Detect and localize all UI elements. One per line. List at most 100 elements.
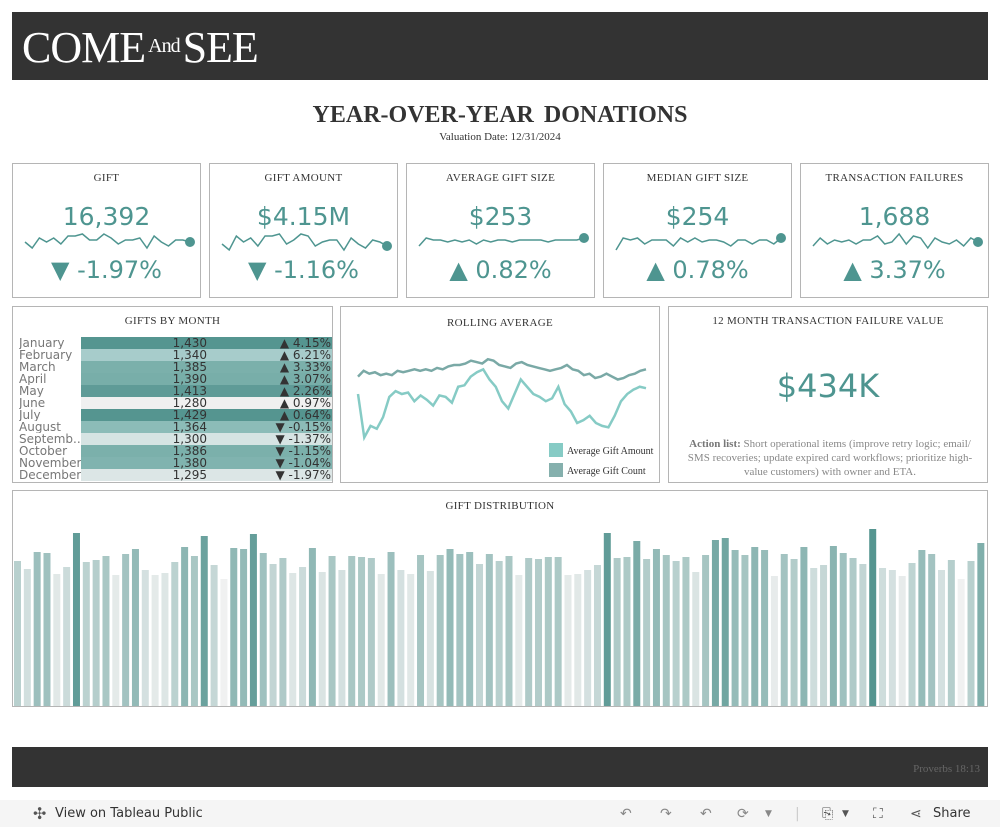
month-label: Septemb.. bbox=[19, 433, 81, 445]
kpi-change: ▲ 0.82% bbox=[449, 256, 552, 284]
distribution-bar bbox=[82, 562, 90, 706]
month-value: 1,295 bbox=[172, 468, 207, 482]
distribution-bar bbox=[908, 563, 916, 706]
refresh-icon[interactable]: ⟳ bbox=[737, 806, 749, 822]
month-label: June bbox=[19, 397, 46, 409]
distribution-bar bbox=[407, 574, 415, 706]
undo-icon[interactable]: ↶ bbox=[620, 806, 632, 822]
kpi-change: ▼ -1.16% bbox=[248, 256, 359, 284]
distribution-bar bbox=[269, 564, 277, 706]
sparkline-path bbox=[221, 233, 388, 252]
distribution-bar bbox=[574, 574, 582, 706]
month-change: ▼ -0.15% bbox=[275, 420, 332, 434]
failure-value: $434K bbox=[776, 367, 880, 405]
gift-distribution-card: GIFT DISTRIBUTION bbox=[12, 490, 988, 707]
distribution-bar bbox=[662, 555, 670, 706]
distribution-bar bbox=[928, 554, 936, 706]
distribution-bar bbox=[190, 556, 198, 706]
gift-distribution-chart bbox=[14, 529, 985, 706]
distribution-bar bbox=[200, 536, 208, 706]
distribution-bar bbox=[328, 556, 336, 706]
distribution-bar bbox=[495, 561, 503, 706]
distribution-bar bbox=[112, 575, 120, 706]
month-change: ▲ 0.64% bbox=[279, 408, 331, 422]
kpi-value: 16,392 bbox=[62, 202, 151, 231]
sparkline-end-dot bbox=[185, 237, 195, 247]
month-row: March 1,385 ▲ 3.33% bbox=[19, 361, 333, 373]
distribution-bar bbox=[387, 552, 395, 706]
kpi-value: 1,688 bbox=[858, 202, 931, 231]
distribution-bar bbox=[367, 558, 375, 706]
redo-icon[interactable]: ↷ bbox=[660, 806, 672, 822]
kpi-card: AVERAGE GIFT SIZE $253 ▲ 0.82% bbox=[406, 163, 595, 298]
view-on-tableau-link[interactable]: View on Tableau Public bbox=[55, 806, 203, 821]
distribution-bar bbox=[800, 547, 808, 706]
month-value: 1,300 bbox=[172, 432, 207, 446]
kpi-title: TRANSACTION FAILURES bbox=[825, 172, 964, 184]
legend-count: Average Gift Count bbox=[567, 466, 646, 477]
kpi-sparkline bbox=[221, 233, 392, 252]
kpi-card: MEDIAN GIFT SIZE $254 ▲ 0.78% bbox=[603, 163, 792, 298]
distribution-bar bbox=[731, 550, 739, 706]
tableau-logo-icon: ✣ bbox=[33, 804, 47, 823]
distribution-bar bbox=[348, 556, 356, 706]
kpi-value: $253 bbox=[468, 202, 533, 231]
share-icon[interactable]: ⋖ bbox=[910, 806, 922, 822]
revert-icon[interactable]: ↶ bbox=[700, 806, 712, 822]
month-row: April 1,390 ▲ 3.07% bbox=[19, 373, 333, 385]
distribution-bar bbox=[446, 549, 454, 706]
distribution-bar bbox=[210, 565, 218, 706]
distribution-bar bbox=[358, 557, 366, 706]
divider: | bbox=[795, 806, 800, 822]
sparkline-path bbox=[615, 237, 782, 251]
distribution-bar bbox=[279, 558, 287, 706]
valuation-date: Valuation Date: 12/31/2024 bbox=[439, 131, 561, 143]
distribution-bar bbox=[249, 534, 257, 706]
month-value: 1,429 bbox=[172, 408, 207, 422]
distribution-bar bbox=[761, 550, 769, 706]
legend-amount: Average Gift Amount bbox=[567, 446, 654, 457]
share-button[interactable]: Share bbox=[933, 806, 971, 821]
distribution-bar bbox=[23, 569, 31, 706]
distribution-bar bbox=[240, 549, 248, 706]
distribution-bar bbox=[151, 575, 159, 706]
logo-come: COME bbox=[22, 23, 146, 72]
distribution-bar bbox=[721, 538, 729, 706]
logo-see: SEE bbox=[182, 23, 259, 72]
distribution-bar bbox=[633, 541, 641, 706]
kpi-title: MEDIAN GIFT SIZE bbox=[646, 172, 749, 184]
month-value: 1,430 bbox=[172, 336, 207, 350]
distribution-bar bbox=[308, 548, 316, 706]
chevron-down-icon[interactable]: ▼ bbox=[842, 809, 849, 819]
month-value: 1,280 bbox=[172, 396, 207, 410]
kpi-sparkline bbox=[24, 233, 195, 250]
kpi-card: GIFT 16,392 ▼ -1.97% bbox=[12, 163, 201, 298]
month-row: July 1,429 ▲ 0.64% bbox=[19, 409, 333, 421]
distribution-bar bbox=[780, 554, 788, 706]
month-bar bbox=[81, 409, 332, 421]
fullscreen-icon[interactable]: ⛶ bbox=[873, 806, 883, 822]
series-line-amount bbox=[356, 367, 647, 442]
card-title: ROLLING AVERAGE bbox=[446, 317, 554, 329]
month-change: ▼ -1.04% bbox=[275, 456, 332, 470]
distribution-bar bbox=[141, 570, 149, 706]
download-icon[interactable]: ⎘ bbox=[822, 806, 834, 822]
logo-and: And bbox=[148, 35, 180, 57]
month-label: March bbox=[19, 361, 56, 373]
distribution-bar bbox=[534, 559, 542, 706]
month-bar bbox=[81, 421, 332, 433]
month-label: February bbox=[19, 349, 73, 361]
distribution-bar bbox=[711, 540, 719, 706]
distribution-bar bbox=[859, 564, 867, 706]
distribution-bar bbox=[554, 557, 562, 706]
kpi-change: ▲ 3.37% bbox=[843, 256, 946, 284]
distribution-bar bbox=[593, 565, 601, 706]
month-change: ▼ -1.15% bbox=[275, 444, 332, 458]
distribution-bar bbox=[63, 567, 71, 706]
distribution-bar bbox=[820, 565, 828, 706]
distribution-bar bbox=[702, 555, 710, 706]
chevron-down-icon[interactable]: ▼ bbox=[765, 809, 772, 819]
distribution-bar bbox=[131, 549, 139, 706]
month-label: July bbox=[19, 409, 41, 421]
distribution-bar bbox=[682, 557, 690, 706]
